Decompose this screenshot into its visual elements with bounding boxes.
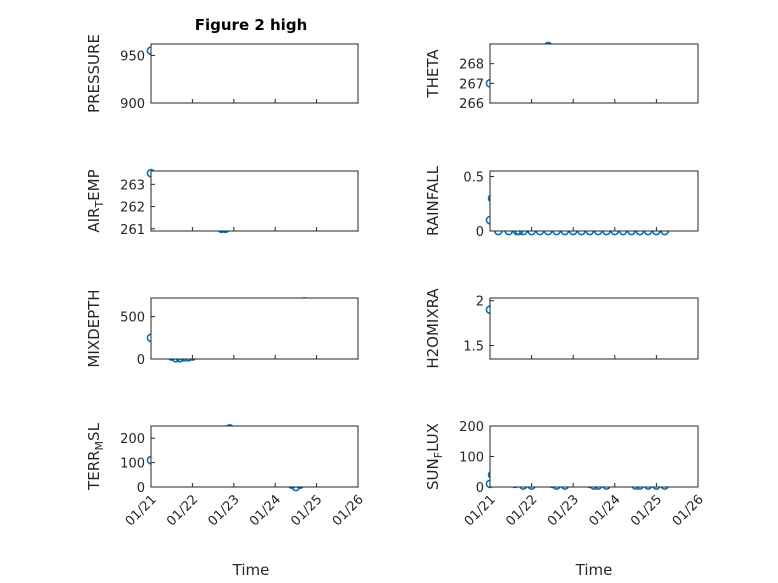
subplot-1: 900 950 PRESSURE: [85, 34, 359, 113]
y-tick-label: 0.5: [463, 170, 484, 185]
subplot-6: 1.5 2 H2OMIXRA: [424, 288, 699, 369]
y-tick-label: 0: [137, 481, 145, 496]
y-tick-label: 0: [476, 225, 484, 240]
y-tick-label: 261: [120, 223, 145, 238]
y-tick-label: 262: [120, 201, 145, 216]
y-tick-label: 263: [120, 178, 145, 193]
y-tick-label: 0: [476, 481, 484, 496]
y-tick-label: 100: [120, 457, 145, 472]
subplot-4: 0 0.5 RAINFALL: [424, 165, 699, 240]
y-tick-label: 950: [120, 49, 145, 64]
x-tick-label: 01/22: [164, 492, 201, 529]
y-tick-label: 200: [459, 420, 484, 435]
x-axis-label-left: Time: [232, 561, 270, 579]
y-tick-label: 1.5: [463, 340, 484, 355]
subplot-2: 266 267 268 THETA: [424, 41, 699, 112]
x-tick-label: 01/23: [545, 492, 582, 529]
y-tick-label: 100: [459, 451, 484, 466]
y-axis-label-1: PRESSURE: [85, 34, 103, 113]
x-axis-label-right: Time: [575, 561, 613, 579]
y-tick-label: 2: [476, 295, 484, 310]
y-axis-label-5: MIXDEPTH: [85, 289, 103, 367]
x-tick-label: 01/24: [247, 492, 284, 529]
x-tick-label: 01/22: [503, 492, 540, 529]
y-tick-label: 500: [120, 311, 145, 326]
y-axis-label-2: THETA: [424, 49, 442, 99]
y-tick-label: 0: [137, 353, 145, 368]
x-tick-label: 01/25: [288, 492, 325, 529]
subplot-5: 0 500 MIXDEPTH: [85, 289, 359, 368]
x-tick-label: 01/26: [670, 492, 707, 529]
x-tick-label: 01/24: [587, 492, 624, 529]
figure-title: Figure 2 high: [195, 16, 308, 34]
y-axis-label-6: H2OMIXRA: [424, 288, 442, 369]
x-tick-label: 01/25: [628, 492, 665, 529]
y-axis-label-8: SUNFLUX: [424, 423, 445, 490]
y-tick-label: 900: [120, 97, 145, 112]
y-axis-label-3: AIRTEMP: [85, 169, 106, 232]
y-axis-label-7: TERRMSL: [85, 422, 106, 491]
x-tick-label: 01/26: [330, 492, 367, 529]
y-tick-label: 268: [459, 58, 484, 73]
subplot-8: 0 100 200 01/21 01/22 01/23 01/24 01/25 01/26 SUN…: [424, 420, 707, 529]
y-axis-label-4: RAINFALL: [424, 165, 442, 236]
y-tick-label: 200: [120, 432, 145, 447]
y-tick-label: 267: [459, 77, 484, 92]
subplot-grid: 900 950 PRESSURE 266 267 268 THETA 261 262 263 AIR…: [85, 34, 707, 529]
subplot-7: 0 100 200 01/21 01/22 01/23 01/24 01/25 01/26 TER…: [85, 422, 367, 529]
subplot-3: 261 262 263 AIRTEMP: [85, 168, 359, 238]
x-tick-label: 01/21: [123, 492, 160, 529]
x-tick-label: 01/23: [206, 492, 243, 529]
y-tick-label: 266: [459, 97, 484, 112]
x-tick-label: 01/21: [462, 492, 499, 529]
